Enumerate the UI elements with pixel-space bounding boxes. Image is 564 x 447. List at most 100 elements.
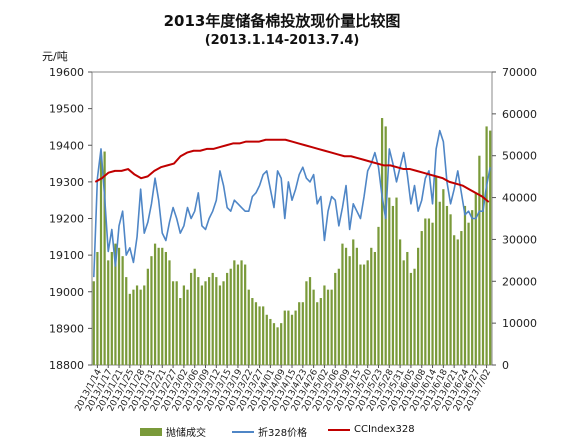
bar	[348, 256, 351, 365]
bar	[391, 205, 395, 365]
legend-swatch-ccindex	[328, 428, 350, 431]
bar	[92, 281, 95, 365]
bar	[489, 130, 492, 365]
bar	[460, 231, 463, 365]
bar	[355, 247, 358, 365]
chart-title: 2013年度储备棉投放现价量比较图	[163, 12, 401, 30]
bar	[208, 277, 211, 365]
bar	[312, 289, 315, 365]
bar	[186, 289, 189, 365]
bar	[352, 239, 355, 365]
legend-label-price: 折328价格	[258, 428, 308, 439]
left-axis-tick-label: 19300	[49, 176, 84, 189]
bar	[362, 264, 366, 365]
bar	[359, 264, 362, 365]
bar	[337, 268, 340, 365]
left-axis-tick-label: 19000	[49, 286, 84, 299]
bar	[272, 323, 276, 365]
bar	[280, 323, 283, 365]
bar	[380, 118, 384, 366]
bar	[222, 281, 225, 365]
bar	[453, 235, 456, 365]
bar	[463, 205, 467, 365]
y-axis-unit: 元/吨	[42, 50, 68, 63]
bar	[114, 243, 117, 365]
bar	[344, 247, 348, 365]
bar	[254, 302, 258, 365]
bar	[103, 151, 106, 365]
right-axis-tick-label: 20000	[502, 275, 537, 288]
bar	[251, 298, 254, 365]
ccindex-line	[94, 138, 490, 203]
bar	[323, 285, 326, 365]
bar	[161, 247, 164, 365]
left-axis-tick-label: 19400	[49, 139, 84, 152]
bar	[449, 214, 452, 365]
bar	[218, 285, 222, 365]
bar	[135, 285, 139, 365]
bar	[117, 247, 121, 365]
bar	[171, 281, 175, 365]
right-axis-tick-label: 60000	[502, 108, 537, 121]
bar	[294, 310, 297, 365]
bar	[481, 176, 485, 365]
bar	[143, 285, 146, 365]
legend-item-bars: 抛储成交	[140, 424, 206, 439]
legend-item-ccindex: CCIndex328	[328, 424, 415, 435]
bar	[341, 243, 344, 365]
bar	[229, 268, 232, 365]
right-axis-tick-label: 30000	[502, 233, 537, 246]
bar	[402, 260, 405, 365]
left-axis-tick-label: 18900	[49, 322, 84, 335]
bar	[308, 277, 312, 365]
chart-subtitle: (2013.1.14-2013.7.4)	[204, 33, 360, 48]
bar	[107, 260, 110, 365]
bar	[132, 289, 135, 365]
left-axis-tick-label: 19100	[49, 249, 84, 262]
bar	[388, 197, 391, 365]
bar	[258, 306, 261, 365]
bar	[485, 126, 488, 366]
bar	[215, 277, 218, 365]
bar	[326, 289, 330, 365]
right-axis-tick-label: 50000	[502, 150, 537, 163]
bar	[96, 251, 99, 365]
bar	[290, 314, 294, 365]
bar	[370, 247, 373, 365]
bar	[301, 302, 304, 365]
bar	[233, 260, 236, 365]
bar	[330, 289, 333, 365]
bar	[164, 251, 167, 365]
bar	[471, 210, 474, 365]
bar	[424, 218, 427, 365]
legend-item-price: 折328价格	[232, 424, 307, 439]
bar	[413, 268, 416, 365]
bar	[200, 285, 204, 365]
bar	[283, 310, 286, 365]
bar	[366, 260, 369, 365]
bar	[211, 272, 214, 365]
bar	[226, 272, 229, 365]
bar	[435, 176, 438, 365]
bar	[445, 205, 449, 365]
bar	[384, 126, 387, 366]
bar	[182, 285, 186, 365]
legend-label-bars: 抛储成交	[166, 428, 206, 439]
bar	[157, 247, 160, 365]
right-axis-tick-label: 10000	[502, 317, 537, 330]
bar	[287, 310, 290, 365]
bar	[150, 256, 153, 365]
legend-label-ccindex: CCIndex328	[354, 424, 415, 435]
bar	[395, 197, 398, 365]
left-axis-tick-label: 19200	[49, 213, 84, 226]
left-axis-tick-label: 19600	[49, 66, 84, 79]
bar	[316, 302, 319, 365]
bar	[398, 239, 402, 365]
bar	[247, 289, 250, 365]
legend-swatch-bars	[140, 427, 162, 436]
bar	[319, 298, 322, 365]
bar	[139, 289, 142, 365]
bar	[168, 260, 171, 365]
legend-swatch-price	[232, 430, 254, 433]
